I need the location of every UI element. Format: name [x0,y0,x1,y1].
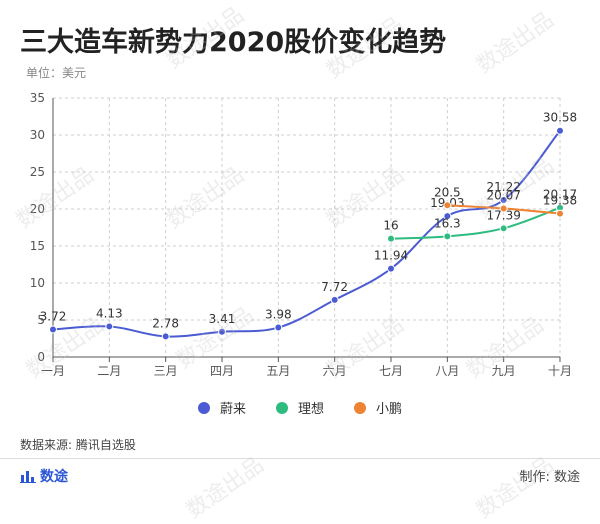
data-point-nio [49,325,57,334]
brand-label: 数途 [40,469,68,485]
legend-marker-nio [197,401,210,414]
y-tick-label: 0 [37,350,45,364]
data-label-nio: 7.72 [321,280,348,294]
x-tick-label: 一月 [41,364,65,378]
data-label-nio: 21.22 [486,180,520,194]
legend-label-nio: 蔚来 [219,402,246,417]
data-point-nio [499,195,508,204]
chart-title: 三大造车新势力2020股价变化趋势 [20,27,447,58]
legend-marker-xpeng [354,401,366,414]
watermark: 数途出品 [472,452,559,524]
line-chart: 0 5 10 15 20 25 30 35 一月 二月 三月 四月 五月 六月 七月 八月 九月 十月 3.72 4.… [30,91,577,378]
data-label-li: 20.17 [543,188,577,202]
data-label-li: 17.39 [486,208,520,222]
data-label-nio: 2.78 [152,316,179,330]
credit: 制作: 数途 [519,470,580,485]
data-label-xpeng: 20.5 [434,185,461,199]
data-point-nio [161,332,170,341]
data-label-li: 16 [383,219,398,233]
data-point-xpeng [499,204,508,213]
footer-divider [0,458,600,459]
legend-marker-li [275,401,288,414]
data-point-xpeng [556,209,564,218]
bar-chart-icon [20,471,36,483]
legend: 蔚来 理想 小鹏 [0,398,600,417]
watermark: 数途出品 [182,452,269,524]
x-tick-label: 七月 [379,364,403,378]
legend-item-nio[interactable]: 蔚来 [197,398,246,417]
x-tick-label: 二月 [97,364,121,378]
data-label-li: 16.3 [434,216,461,230]
y-tick-label: 35 [30,91,45,105]
data-point-nio [218,327,226,336]
legend-item-li[interactable]: 理想 [275,398,324,417]
legend-label-xpeng: 小鹏 [376,402,403,417]
y-tick-label: 10 [30,276,45,290]
data-label-nio: 3.72 [40,309,67,323]
data-label-nio: 11.94 [374,249,408,263]
data-point-li [443,232,452,241]
legend-label-li: 理想 [297,402,324,417]
x-tick-label: 三月 [154,364,178,378]
data-label-xpeng: 20.07 [486,188,520,202]
y-tick-label: 20 [30,202,45,216]
data-point-li [387,234,395,243]
brand[interactable]: 数途 [20,466,68,486]
x-tick-label: 六月 [323,364,347,378]
legend-item-xpeng[interactable]: 小鹏 [354,398,402,417]
series-line-nio [52,130,561,338]
data-point-nio [443,212,452,221]
data-point-xpeng [443,201,452,210]
data-label-nio: 3.98 [265,308,292,322]
data-label-nio: 4.13 [96,306,123,320]
data-point-nio [387,264,395,273]
data-point-li [499,224,508,233]
series-line-li [390,206,561,240]
data-label-nio: 30.58 [543,111,577,125]
y-tick-label: 25 [30,165,45,179]
data-label-xpeng: 19.38 [543,194,577,208]
data-point-nio [274,323,283,332]
y-tick-label: 15 [30,239,45,253]
x-tick-label: 八月 [435,364,459,378]
data-label-nio: 3.41 [209,312,236,326]
data-point-nio [556,126,564,135]
y-tick-label: 30 [30,128,45,142]
x-tick-label: 四月 [210,364,234,378]
x-tick-label: 十月 [548,364,572,378]
data-point-nio [330,295,339,304]
unit-label: 单位：美元 [26,66,87,80]
x-tick-label: 九月 [492,364,516,378]
data-point-nio [105,322,114,331]
y-tick-label: 5 [37,313,45,327]
data-source: 数据来源: 腾讯自选股 [20,438,136,452]
x-tick-label: 五月 [266,364,290,378]
